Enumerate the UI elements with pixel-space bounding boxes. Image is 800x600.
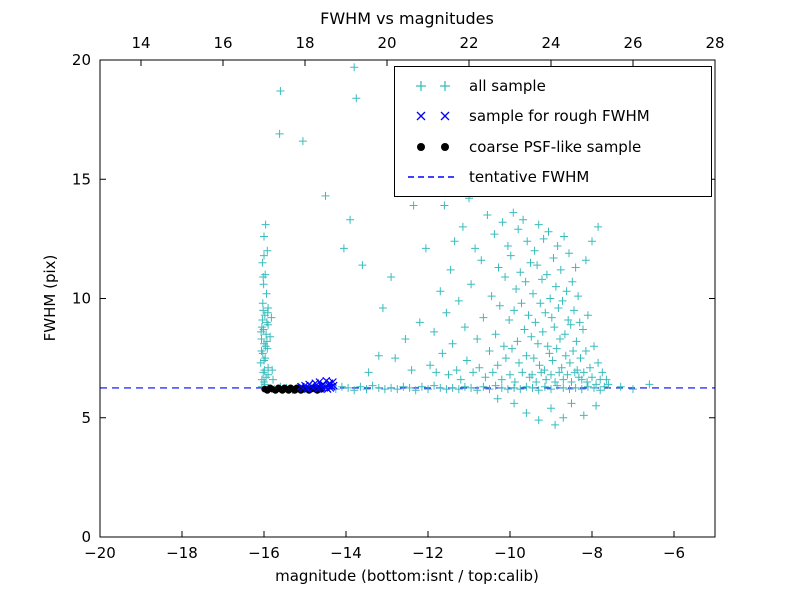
y-tick-label: 10 (72, 290, 91, 308)
y-tick-label: 20 (72, 51, 91, 69)
top-tick-label: 20 (377, 34, 396, 52)
x-tick-label: −20 (84, 544, 116, 562)
x-axis-label: magnitude (bottom:isnt / top:calib) (275, 567, 539, 585)
legend-label-psf-sample: coarse PSF-like sample (469, 137, 642, 156)
x-marker-icon (416, 111, 450, 121)
top-tick-label: 26 (623, 34, 642, 52)
y-tick-label: 5 (81, 409, 91, 427)
y-axis-label: FWHM (pix) (41, 255, 59, 342)
top-tick-label: 28 (705, 34, 724, 52)
x-tick-label: −12 (412, 544, 444, 562)
x-tick-label: −10 (494, 544, 526, 562)
chart-title: FWHM vs magnitudes (320, 9, 494, 28)
y-tick-label: 0 (81, 528, 91, 546)
legend-item-psf-sample: coarse PSF-like sample (405, 138, 701, 156)
top-tick-label: 22 (459, 34, 478, 52)
legend-item-all-sample: all sample (405, 77, 701, 95)
legend-item-rough-fwhm: sample for rough FWHM (405, 107, 701, 125)
top-tick-label: 24 (541, 34, 560, 52)
legend-label-rough-fwhm: sample for rough FWHM (469, 107, 650, 126)
top-tick-label: 18 (295, 34, 314, 52)
x-tick-label: −6 (663, 544, 685, 562)
legend-label-tentative-fwhm: tentative FWHM (469, 167, 590, 186)
legend-item-tentative-fwhm: tentative FWHM (405, 168, 701, 186)
x-tick-label: −8 (581, 544, 603, 562)
top-tick-label: 16 (213, 34, 232, 52)
scatter-all-sample (256, 63, 654, 429)
x-tick-label: −14 (330, 544, 362, 562)
x-tick-label: −18 (166, 544, 198, 562)
y-tick-label: 15 (72, 170, 91, 188)
dot-marker-icon (417, 142, 449, 151)
top-tick-label: 14 (131, 34, 150, 52)
x-tick-label: −16 (248, 544, 280, 562)
legend-label-all-sample: all sample (469, 77, 546, 96)
plus-marker-icon (416, 81, 450, 92)
dashed-line-icon (408, 176, 456, 178)
scatter-rough-sample (296, 376, 338, 394)
legend: all sample sample for rough FWHM coarse … (394, 66, 712, 197)
